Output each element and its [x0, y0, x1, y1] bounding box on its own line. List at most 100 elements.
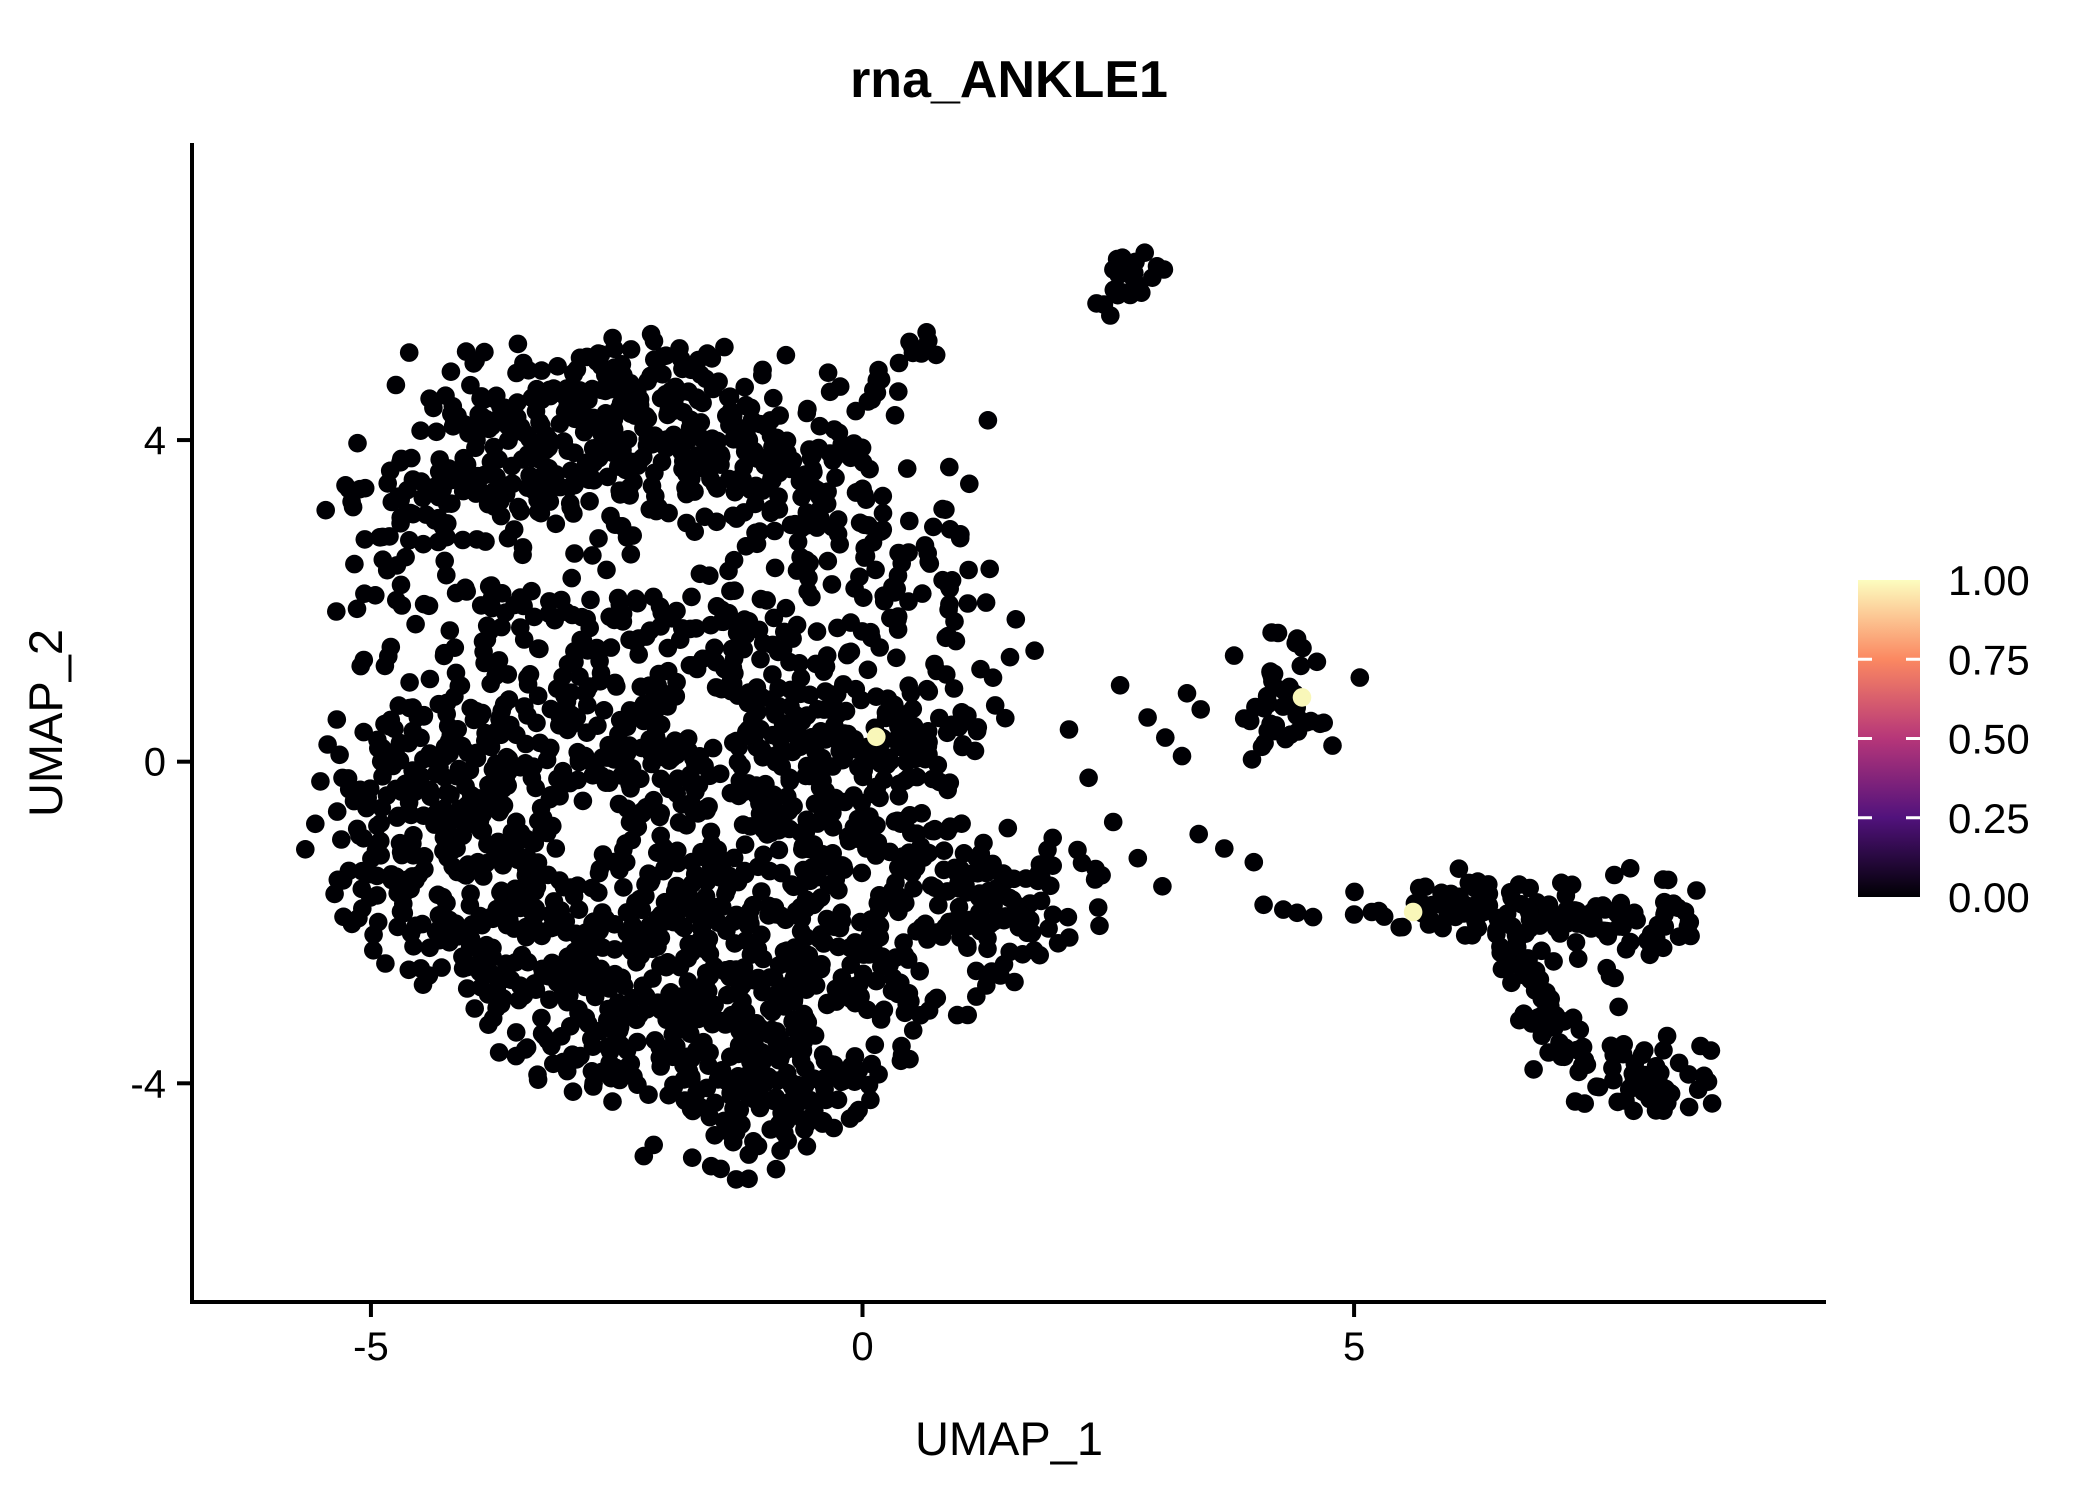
data-point [472, 915, 492, 935]
data-point [822, 575, 842, 594]
data-point [628, 456, 648, 475]
highlighted-data-point [867, 727, 886, 747]
data-point [771, 816, 791, 836]
data-point [382, 865, 401, 884]
data-point [459, 424, 478, 443]
data-point [807, 622, 827, 641]
data-point [438, 514, 457, 533]
data-point [528, 686, 548, 706]
data-point [725, 581, 744, 600]
data-point [350, 826, 369, 845]
data-point [766, 1159, 786, 1179]
data-point [610, 485, 630, 504]
data-point [1103, 812, 1123, 832]
data-point [814, 700, 834, 719]
data-point [1619, 1080, 1639, 1099]
data-point [870, 886, 889, 905]
data-point [693, 649, 712, 669]
highlighted-data-point [1292, 688, 1312, 707]
data-point [1465, 910, 1485, 930]
data-point [688, 453, 708, 472]
data-point [724, 1099, 743, 1118]
data-point [479, 775, 498, 795]
data-point [611, 394, 631, 413]
data-point [741, 1052, 760, 1072]
data-point [686, 782, 705, 801]
data-point [557, 1061, 577, 1081]
data-point [705, 1126, 724, 1145]
data-point [678, 889, 697, 909]
data-point [866, 560, 885, 580]
data-point [411, 472, 431, 491]
data-point [350, 780, 370, 800]
data-point [528, 433, 548, 452]
data-point [576, 683, 595, 703]
data-point [590, 651, 609, 671]
data-point [332, 830, 351, 849]
data-point [1043, 905, 1063, 925]
data-point [744, 1031, 764, 1051]
data-point [1449, 859, 1469, 878]
data-point [803, 446, 822, 465]
data-point [927, 661, 946, 681]
data-point [734, 958, 754, 977]
data-point [1265, 721, 1285, 741]
data-point [523, 448, 542, 468]
data-point [641, 736, 661, 756]
data-point [508, 334, 528, 354]
data-point [904, 741, 924, 760]
data-point [1215, 839, 1234, 858]
data-point [639, 1085, 658, 1104]
data-point [869, 360, 888, 380]
data-point [1621, 932, 1640, 952]
data-point [501, 970, 521, 989]
data-point [489, 1043, 509, 1062]
data-point [467, 530, 487, 549]
data-point [525, 974, 544, 993]
data-point [1608, 1092, 1627, 1112]
data-point [573, 630, 593, 650]
data-point [861, 1090, 880, 1110]
data-point [565, 544, 584, 563]
data-point [601, 1068, 621, 1088]
data-point [788, 532, 808, 552]
data-point [556, 912, 576, 931]
data-point [577, 347, 597, 367]
data-point [1244, 852, 1264, 872]
data-point [798, 399, 817, 419]
data-point [573, 791, 593, 811]
data-point [634, 1146, 654, 1166]
data-point [429, 532, 448, 552]
data-point [1613, 917, 1632, 936]
data-point [608, 588, 628, 608]
data-point [470, 956, 489, 975]
data-point [1698, 1072, 1718, 1091]
data-point [634, 418, 653, 438]
data-point [467, 702, 486, 721]
data-point [1497, 904, 1517, 923]
data-point [1154, 260, 1174, 279]
data-point [557, 992, 577, 1012]
data-point [829, 701, 849, 721]
data-point [1568, 949, 1588, 968]
data-point [686, 755, 705, 774]
data-point [342, 492, 361, 512]
data-point [1314, 713, 1333, 733]
data-point [1273, 697, 1293, 716]
data-point [736, 537, 756, 556]
data-point [1635, 1065, 1654, 1085]
data-point [708, 431, 727, 451]
data-point [741, 817, 760, 836]
data-point [679, 935, 698, 954]
data-point [903, 699, 923, 719]
data-point [826, 870, 846, 889]
data-point [1109, 265, 1128, 285]
data-point [797, 706, 817, 725]
scatter-points-layer [296, 243, 1722, 1189]
data-point [506, 1023, 526, 1042]
data-point [532, 1008, 551, 1028]
data-point [481, 737, 501, 757]
data-point [769, 487, 788, 507]
data-point [919, 1001, 939, 1020]
data-point [1526, 961, 1546, 980]
